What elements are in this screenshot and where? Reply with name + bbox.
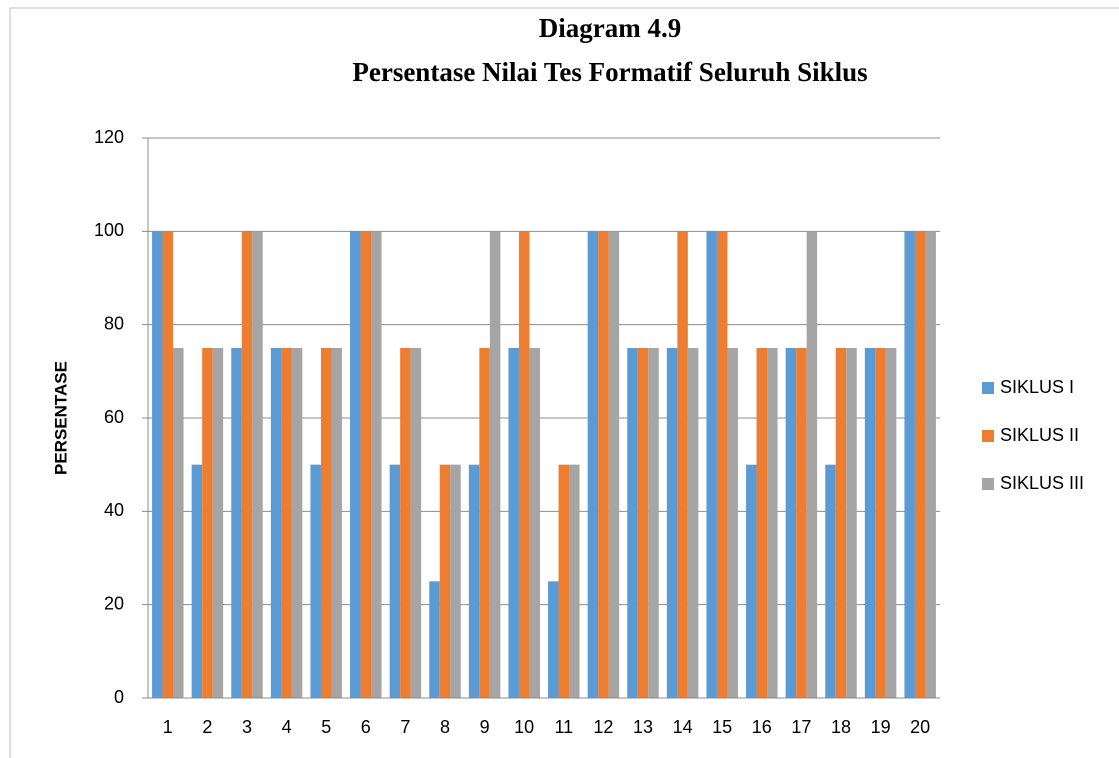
legend-label: SIKLUS I (1000, 377, 1074, 397)
bar (252, 231, 263, 699)
bar (785, 348, 797, 698)
bar (320, 348, 332, 698)
bar (825, 464, 836, 698)
x-tick-label: 2 (202, 717, 212, 737)
bar (241, 231, 253, 699)
bar (202, 348, 213, 698)
bar (648, 348, 659, 698)
bar (767, 348, 778, 698)
y-tick-label: 120 (94, 127, 124, 147)
bar (904, 231, 915, 699)
bar (310, 464, 321, 698)
bar (914, 231, 926, 699)
legend-swatch (982, 478, 994, 490)
bar (360, 231, 372, 699)
x-tick-label: 10 (514, 717, 534, 737)
bar (677, 231, 688, 699)
bar (212, 348, 224, 698)
bar (846, 348, 857, 698)
bar (548, 581, 559, 698)
bar (756, 348, 768, 698)
bar (400, 348, 411, 698)
x-tick-label: 17 (791, 717, 811, 737)
bar (439, 464, 451, 698)
bar (569, 464, 580, 698)
bar (598, 231, 609, 699)
legend-swatch (982, 430, 994, 442)
bar (925, 231, 936, 699)
bar (558, 464, 570, 698)
bar (885, 348, 897, 698)
bar (727, 348, 738, 698)
x-tick-label: 6 (361, 717, 371, 737)
bar (637, 348, 649, 698)
chart-title: Diagram 4.9 (539, 13, 681, 43)
y-tick-label: 80 (104, 313, 124, 333)
x-tick-label: 7 (400, 717, 410, 737)
bar (587, 231, 599, 699)
x-tick-label: 18 (831, 717, 851, 737)
bar (429, 581, 440, 698)
legend-swatch (982, 382, 994, 394)
bar (687, 348, 699, 698)
bar (173, 348, 184, 698)
y-axis-label: PERSENTASE (51, 361, 70, 475)
legend-label: SIKLUS III (1000, 473, 1084, 493)
bar (706, 231, 717, 699)
bar (716, 231, 728, 699)
x-tick-label: 13 (633, 717, 653, 737)
x-tick-label: 12 (593, 717, 613, 737)
bar (489, 231, 501, 699)
y-tick-label: 100 (94, 220, 124, 240)
bar (270, 348, 282, 698)
bar (371, 231, 382, 699)
x-tick-label: 4 (282, 717, 292, 737)
bar (450, 464, 461, 698)
bar (350, 231, 361, 699)
chart-frame (9, 7, 1119, 758)
x-tick-label: 16 (752, 717, 772, 737)
bar (479, 348, 490, 698)
bar (796, 348, 807, 698)
bar (331, 348, 342, 698)
x-tick-label: 3 (242, 717, 252, 737)
y-tick-label: 60 (104, 407, 124, 427)
x-tick-label: 8 (440, 717, 450, 737)
legend-label: SIKLUS II (1000, 425, 1079, 445)
bar (281, 348, 292, 698)
x-tick-label: 1 (163, 717, 173, 737)
bar (191, 464, 203, 698)
bar (666, 348, 678, 698)
x-tick-label: 5 (321, 717, 331, 737)
bar (608, 231, 620, 699)
bar (162, 231, 174, 699)
bar (806, 231, 818, 699)
x-tick-label: 9 (480, 717, 490, 737)
y-tick-label: 0 (114, 687, 124, 707)
bar (389, 464, 401, 698)
bar (529, 348, 540, 698)
chart-subtitle: Persentase Nilai Tes Formatif Seluruh Si… (352, 57, 867, 87)
bar (864, 348, 876, 698)
x-tick-label: 19 (871, 717, 891, 737)
bar (875, 348, 886, 698)
x-tick-label: 11 (554, 717, 573, 737)
x-tick-label: 20 (910, 717, 930, 737)
bar (410, 348, 422, 698)
bar (231, 348, 242, 698)
bar (627, 348, 638, 698)
bar (468, 464, 480, 698)
bar (746, 464, 757, 698)
bar (152, 231, 163, 699)
bar (518, 231, 530, 699)
bar (291, 348, 303, 698)
x-tick-label: 15 (712, 717, 732, 737)
y-tick-label: 20 (104, 593, 124, 613)
bar (508, 348, 519, 698)
y-tick-label: 40 (104, 500, 124, 520)
x-tick-label: 14 (673, 717, 693, 737)
bar (835, 348, 847, 698)
